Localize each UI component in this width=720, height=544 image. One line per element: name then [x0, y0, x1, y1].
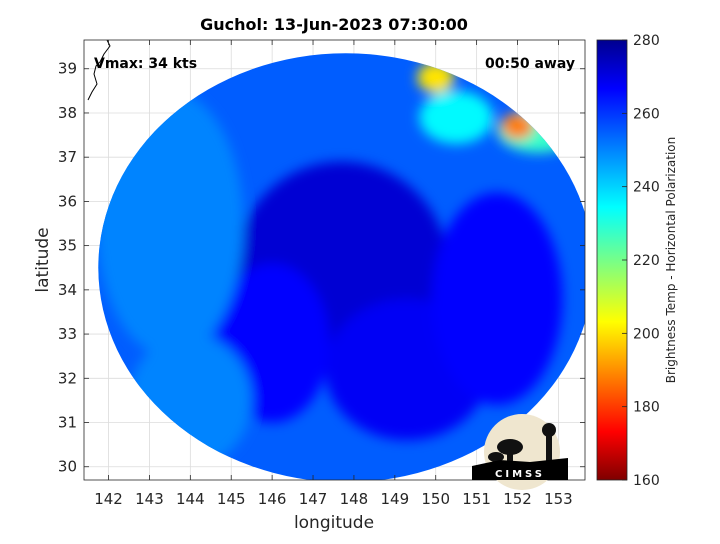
- x-tick-label: 142: [94, 490, 123, 508]
- y-tick-label: 34: [58, 281, 77, 299]
- colorbar-tick-label: 200: [633, 326, 660, 342]
- cimss-logo: CIMSS: [472, 414, 568, 490]
- y-axis-ticks: 30 31 32 33 34 35 36 37 38 39: [58, 60, 585, 476]
- y-tick-label: 31: [58, 414, 77, 432]
- brightness-temp-blob: [419, 90, 493, 144]
- x-tick-label: 150: [421, 490, 450, 508]
- y-axis-label: latitude: [33, 227, 53, 292]
- colorbar-tick-label: 220: [633, 253, 660, 269]
- x-axis-ticks: 142 143 144 145 146 147 148 149 150 151 152 153: [94, 40, 573, 508]
- colorbar-label: Brightness Temp - Horizontal Polarizatio…: [664, 137, 678, 384]
- colorbar-tick-label: 240: [633, 180, 660, 196]
- y-tick-label: 30: [58, 458, 77, 476]
- swath-blobs: [98, 62, 579, 467]
- colorbar-tick-label: 180: [633, 400, 660, 416]
- x-tick-label: 148: [340, 490, 369, 508]
- coastline: [87, 40, 111, 101]
- y-tick-label: 32: [58, 369, 77, 387]
- colorbar-ticks: 160 180 200 220 240 260 280: [622, 33, 660, 489]
- x-tick-label: 153: [544, 490, 573, 508]
- y-tick-label: 33: [58, 325, 77, 343]
- colorbar-tick-label: 260: [633, 106, 660, 122]
- x-tick-label: 147: [299, 490, 328, 508]
- x-tick-label: 145: [217, 490, 246, 508]
- swath-field: [98, 53, 585, 480]
- colorbar-tick-label: 160: [633, 473, 660, 489]
- brightness-temp-blob: [431, 192, 563, 405]
- y-tick-label: 37: [58, 148, 77, 166]
- x-tick-label: 149: [381, 490, 410, 508]
- logo-text: CIMSS: [495, 469, 545, 480]
- x-tick-label: 144: [176, 490, 205, 508]
- x-tick-label: 146: [258, 490, 287, 508]
- y-tick-label: 39: [58, 60, 77, 78]
- y-tick-label: 36: [58, 192, 77, 210]
- x-tick-label: 152: [503, 490, 532, 508]
- colorbar-tick-label: 280: [633, 33, 660, 49]
- y-tick-label: 35: [58, 237, 77, 255]
- plot-border: [83, 39, 586, 481]
- time-away-annotation: 00:50 away: [485, 56, 575, 72]
- chart-title: Guchol: 13-Jun-2023 07:30:00: [200, 15, 468, 34]
- x-axis-label: longitude: [294, 513, 374, 533]
- x-tick-label: 143: [135, 490, 164, 508]
- vmax-annotation: Vmax: 34 kts: [94, 56, 197, 72]
- y-tick-label: 38: [58, 104, 77, 122]
- x-tick-label: 151: [462, 490, 491, 508]
